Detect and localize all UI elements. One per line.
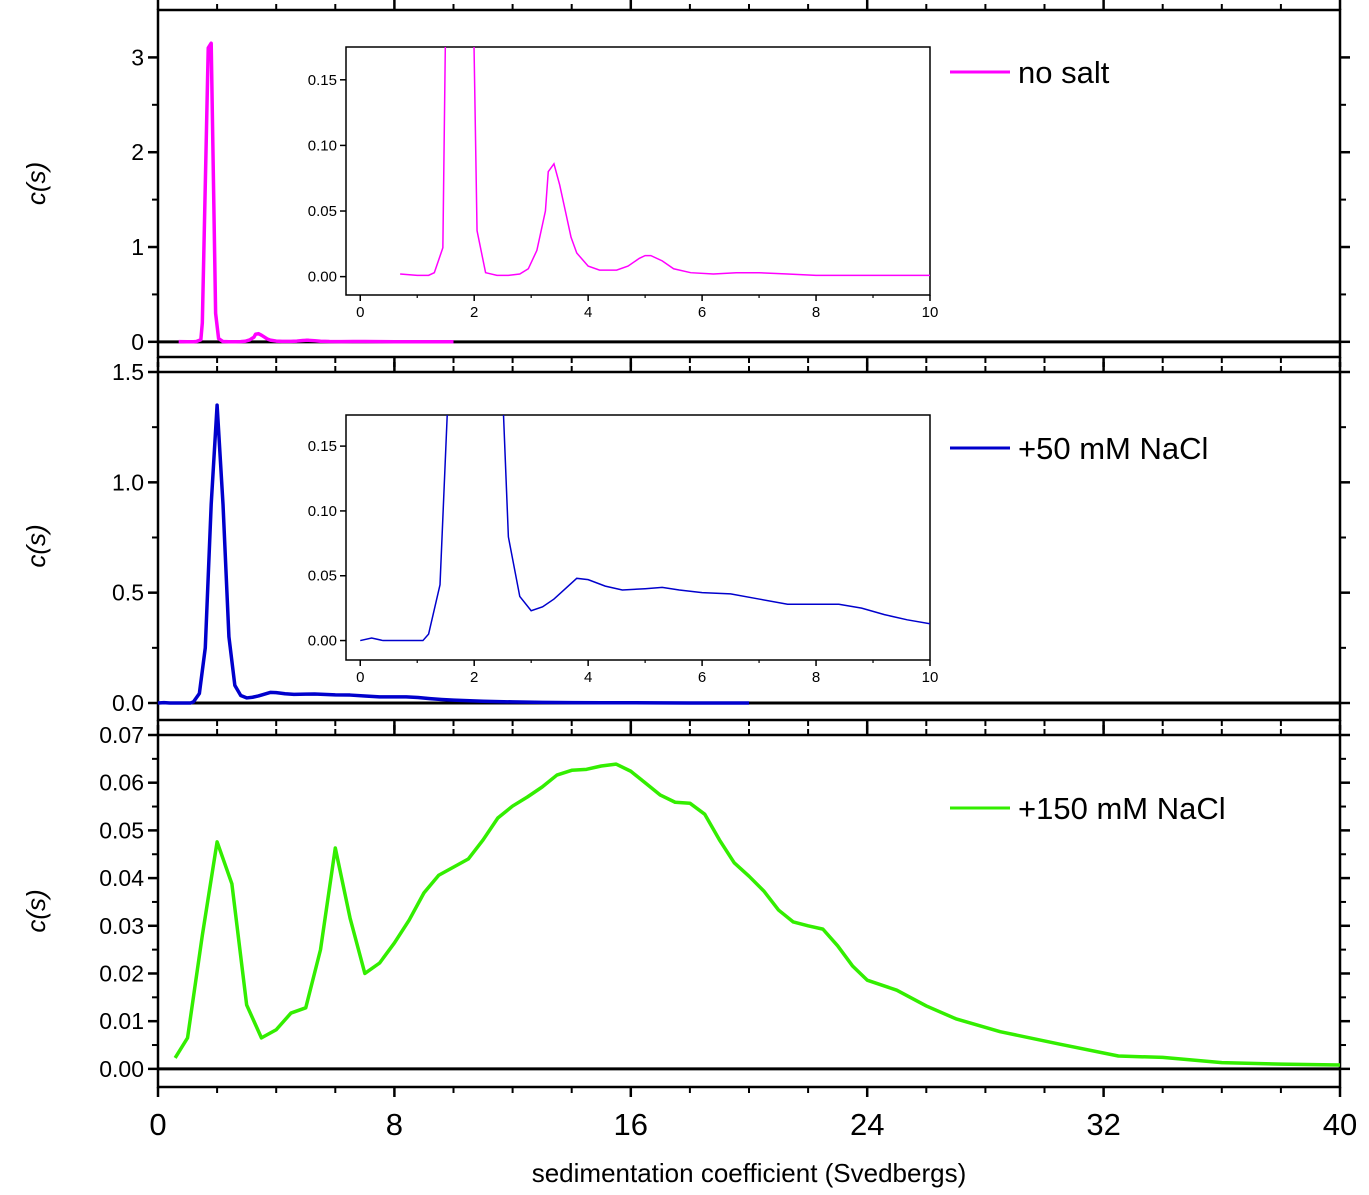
y-tick-label: 0.0 <box>112 690 144 716</box>
x-axis-label: sedimentation coefficient (Svedbergs) <box>532 1158 967 1188</box>
x-tick-label: 8 <box>386 1107 403 1142</box>
y-tick-label: 0.00 <box>99 1056 144 1082</box>
inset-x-tick-label: 6 <box>698 304 706 321</box>
legend-label: +50 mM NaCl <box>1018 431 1208 466</box>
data-line <box>157 403 750 705</box>
legend-label: no salt <box>1018 55 1110 90</box>
inset-x-tick-label: 4 <box>584 669 592 686</box>
inset-y-tick-label: 0.15 <box>308 438 337 455</box>
y-tick-label: 0.07 <box>99 722 144 748</box>
y-axis-label: c(s) <box>21 162 51 205</box>
inset-x-tick-label: 8 <box>812 304 820 321</box>
data-line <box>173 762 1341 1067</box>
y-tick-label: 1.0 <box>112 469 144 495</box>
inset-y-tick-label: 0.00 <box>308 269 337 286</box>
inset-x-tick-label: 2 <box>470 304 478 321</box>
inset-y-tick-label: 0.00 <box>308 633 337 650</box>
inset-y-tick-label: 0.05 <box>308 203 337 220</box>
x-tick-label: 16 <box>614 1107 648 1142</box>
y-axis-label: c(s) <box>21 524 51 567</box>
legend-label: +150 mM NaCl <box>1018 791 1226 826</box>
y-tick-label: 1.5 <box>112 359 144 385</box>
inset-x-tick-label: 0 <box>356 304 364 321</box>
y-tick-label: 0.5 <box>112 580 144 606</box>
inset-x-tick-label: 10 <box>922 304 939 321</box>
data-line <box>178 41 454 344</box>
y-tick-label: 0.04 <box>99 865 144 891</box>
y-tick-label: 1 <box>131 234 144 260</box>
inset-y-tick-label: 0.10 <box>308 137 337 154</box>
inset-x-tick-label: 2 <box>470 669 478 686</box>
y-tick-label: 0 <box>131 329 144 355</box>
inset-x-tick-label: 4 <box>584 304 592 321</box>
y-tick-label: 0.02 <box>99 960 144 986</box>
y-tick-label: 0.03 <box>99 913 144 939</box>
x-tick-label: 40 <box>1323 1107 1357 1142</box>
y-axis-label: c(s) <box>21 889 51 932</box>
plot-frame <box>156 733 1342 1089</box>
x-tick-label: 32 <box>1086 1107 1120 1142</box>
y-tick-label: 0.06 <box>99 770 144 796</box>
inset-frame <box>345 414 931 661</box>
y-tick-label: 0.01 <box>99 1008 144 1034</box>
inset-y-tick-label: 0.05 <box>308 568 337 585</box>
y-tick-label: 0.05 <box>99 817 144 843</box>
inset-frame <box>345 46 931 296</box>
x-tick-label: 24 <box>850 1107 884 1142</box>
inset-y-tick-label: 0.15 <box>308 72 337 89</box>
inset-x-tick-label: 8 <box>812 669 820 686</box>
x-tick-label: 0 <box>149 1107 166 1142</box>
inset-y-tick-label: 0.10 <box>308 503 337 520</box>
inset-x-tick-label: 0 <box>356 669 364 686</box>
y-tick-label: 3 <box>131 44 144 70</box>
inset-data-line <box>360 415 930 642</box>
y-tick-label: 2 <box>131 139 144 165</box>
inset-x-tick-label: 10 <box>922 669 939 686</box>
inset-x-tick-label: 6 <box>698 669 706 686</box>
inset-data-line <box>400 47 930 277</box>
